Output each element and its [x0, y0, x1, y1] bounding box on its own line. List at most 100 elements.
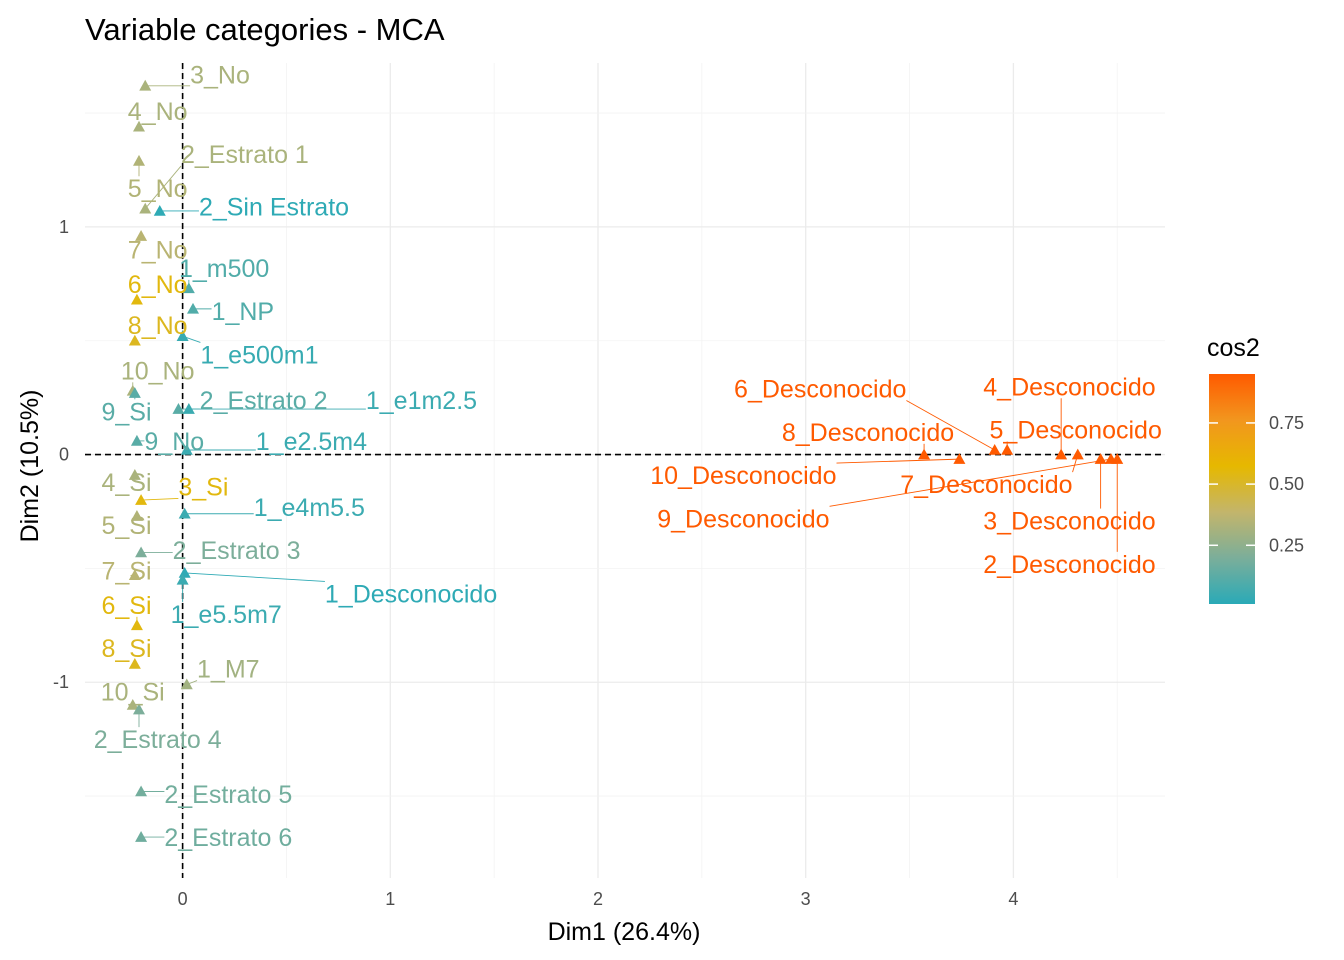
point-label: 1_e500m1 [200, 341, 318, 369]
point-marker [130, 510, 143, 521]
legend-title: cos2 [1207, 334, 1260, 362]
point-label: 1_m500 [179, 255, 269, 283]
point-marker [135, 785, 148, 797]
x-tick-label: 1 [385, 889, 395, 909]
legend-tick-label: 0.50 [1269, 474, 1304, 494]
x-tick-label: 0 [178, 889, 188, 909]
x-tick-label: 3 [801, 889, 811, 909]
point-marker [133, 703, 145, 715]
point-label: 8_Desconocido [782, 419, 954, 447]
zero-lines [85, 63, 1165, 878]
legend-tick-label: 0.25 [1269, 535, 1304, 555]
point-label: 5_Desconocido [990, 417, 1162, 445]
point-label: 2_Estrato 4 [94, 726, 222, 754]
point-marker [153, 204, 166, 216]
point-label: 10_Si [101, 678, 165, 706]
label-connector [141, 497, 179, 501]
point-marker [135, 831, 148, 842]
point-label: 9_No [144, 428, 204, 456]
point-marker [133, 120, 145, 132]
y-tick-label: -1 [53, 672, 69, 692]
point-label: 5_No [128, 175, 188, 203]
y-axis-title: Dim2 (10.5%) [16, 390, 44, 543]
point-marker [128, 469, 141, 480]
point-label: 1_e1m2.5 [366, 387, 477, 415]
point-marker [176, 573, 189, 585]
point-label: 1_e4m5.5 [254, 494, 365, 522]
point-marker [128, 334, 141, 346]
point-marker [135, 494, 148, 505]
point-marker [1111, 453, 1124, 464]
point-marker [180, 678, 193, 690]
point-marker [128, 387, 141, 398]
point-marker [130, 434, 143, 446]
point-marker [178, 566, 191, 578]
point-marker [1055, 448, 1068, 460]
point-marker [135, 546, 148, 558]
point-label: 2_Sin Estrato [199, 193, 349, 221]
point-label: 3_No [190, 61, 250, 89]
point-label: 1_NP [212, 298, 275, 326]
point-marker [180, 444, 193, 455]
point-label: 2_Desconocido [983, 551, 1155, 579]
x-axis-ticks: 0 1 2 3 4 [178, 889, 1019, 909]
point-label: 8_No [128, 312, 188, 340]
label-connector [144, 165, 182, 209]
point-marker [1071, 448, 1084, 460]
point-marker [187, 302, 199, 314]
point-label: 6_Si [102, 592, 152, 620]
point-marker [139, 202, 152, 214]
point-label: 2_Estrato 1 [181, 141, 309, 169]
point-marker [1001, 444, 1014, 455]
label-connector [836, 458, 960, 464]
point-label: 3_Si [178, 473, 228, 501]
point-label: 4_Si [102, 469, 152, 497]
label-connector [906, 400, 995, 451]
point-label: 1_e2.5m4 [256, 428, 367, 456]
point-label: 2_Estrato 6 [164, 824, 292, 852]
label-connector [829, 458, 1112, 507]
point-label: 7_Si [102, 558, 152, 586]
point-label: 7_No [128, 237, 188, 265]
x-axis-title: Dim1 (26.4%) [548, 918, 701, 946]
points [126, 79, 1124, 842]
point-label: 5_Si [102, 512, 152, 540]
legend-ticks: 0.25 0.50 0.75 [1209, 413, 1304, 555]
legend-colorbar [1209, 374, 1255, 604]
point-marker [988, 444, 1001, 455]
point-label: 6_Desconocido [734, 376, 906, 404]
label-connector [184, 572, 325, 582]
point-label: 8_Si [102, 635, 152, 663]
point-marker [1094, 453, 1107, 464]
point-marker [176, 330, 189, 341]
x-tick-label: 2 [593, 889, 603, 909]
point-label: 9_Desconocido [657, 505, 829, 533]
point-marker [130, 293, 143, 305]
point-marker [135, 230, 148, 241]
point-label: 2_Estrato 3 [173, 537, 301, 565]
point-marker [139, 79, 152, 91]
point-labels: 3_No4_No 5_No 2_Estrato 1 2_Sin Estrato 7_No… [94, 61, 1162, 852]
y-axis-ticks: -1 0 1 [53, 217, 69, 692]
point-marker [130, 619, 143, 631]
point-label: 6_No [128, 271, 188, 299]
point-marker [133, 154, 145, 166]
y-tick-label: 0 [59, 445, 69, 465]
y-tick-label: 1 [59, 217, 69, 237]
point-marker [182, 282, 195, 294]
point-label: 1_M7 [197, 656, 260, 684]
point-marker [128, 658, 141, 669]
point-label: 1_e5.5m7 [171, 601, 282, 629]
point-marker [126, 698, 139, 710]
point-marker [918, 448, 931, 460]
point-marker [172, 403, 185, 414]
point-label: 10_No [121, 357, 195, 385]
point-marker [178, 507, 191, 519]
point-label: 4_Desconocido [983, 373, 1155, 401]
x-tick-label: 4 [1008, 889, 1018, 909]
point-label: 4_No [128, 98, 188, 126]
point-marker [182, 403, 195, 414]
point-marker [128, 569, 141, 581]
point-label: 2_Estrato 5 [164, 781, 292, 809]
